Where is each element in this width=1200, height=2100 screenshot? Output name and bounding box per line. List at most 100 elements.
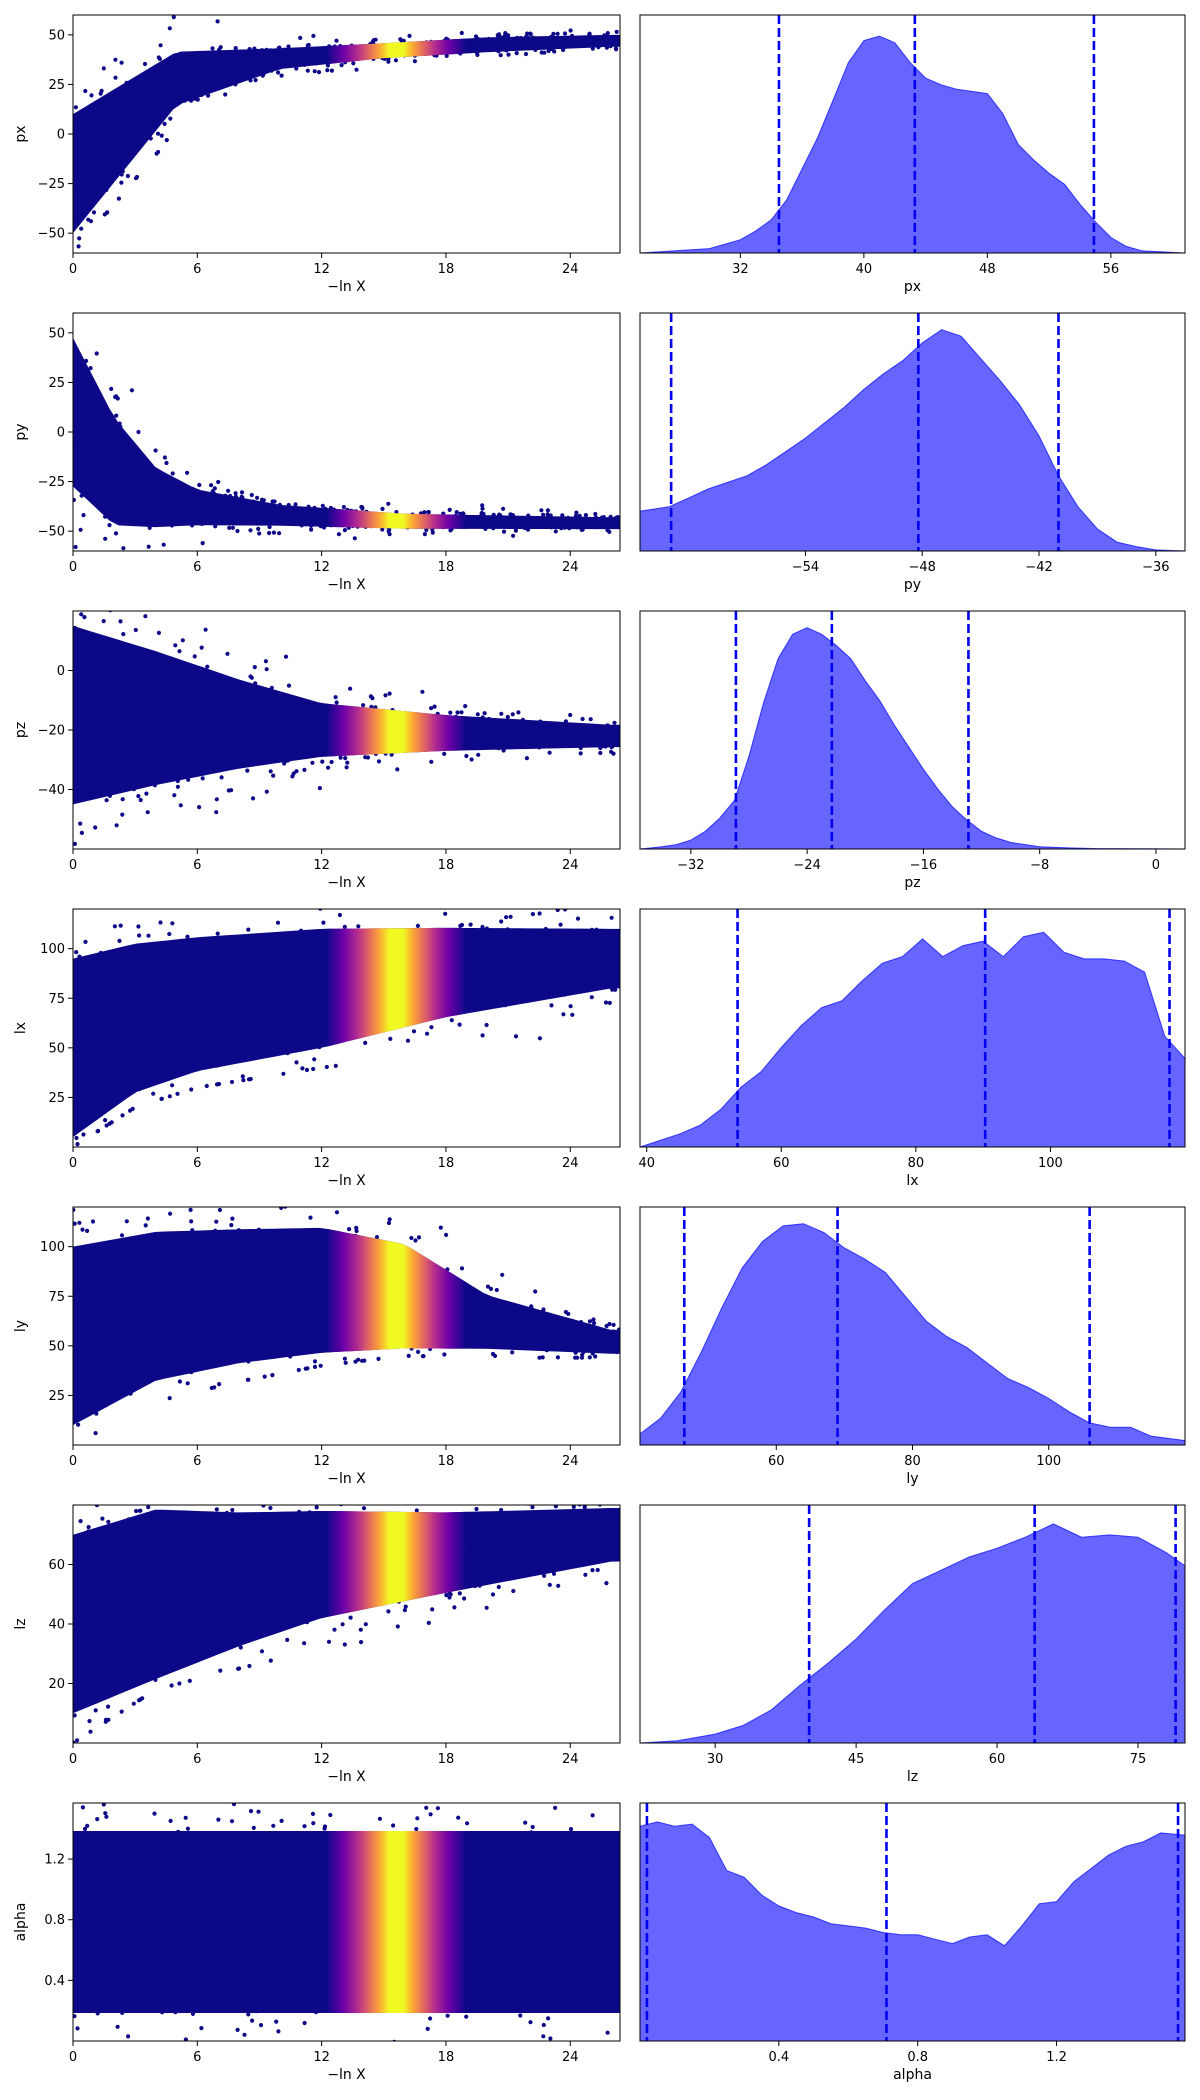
y-tick-label: 25 <box>48 376 65 391</box>
trace-point <box>275 920 281 925</box>
trace-point <box>188 694 193 699</box>
trace-point <box>88 1891 93 1896</box>
trace-point <box>529 1830 534 1835</box>
trace-point <box>468 937 473 942</box>
trace-point <box>473 1302 478 1307</box>
trace-point <box>123 1274 128 1279</box>
trace-point <box>150 85 155 90</box>
trace-point <box>244 51 249 56</box>
trace-point <box>287 508 293 513</box>
trace-point <box>83 88 88 94</box>
trace-point <box>137 1556 142 1562</box>
trace-point <box>310 507 315 512</box>
kde-panel-pz: −32 −24 −16 −8 0pz <box>639 610 1186 891</box>
trace-point <box>140 131 145 136</box>
trace-point <box>174 1550 179 1555</box>
trace-point <box>172 706 178 711</box>
trace-point <box>173 1908 178 1913</box>
trace-point <box>176 1829 181 1834</box>
trace-point <box>257 1531 262 1536</box>
trace-point <box>297 1608 302 1614</box>
trace-point <box>186 1858 191 1863</box>
trace-point <box>196 1853 201 1858</box>
trace-point <box>559 727 564 732</box>
trace-point <box>237 1293 242 1298</box>
trace-point <box>109 386 114 391</box>
trace-point <box>442 1352 447 1357</box>
trace-point <box>79 226 84 231</box>
trace-point <box>144 1569 149 1574</box>
trace-point <box>236 508 241 513</box>
trace-point <box>256 526 261 532</box>
trace-point <box>566 521 571 526</box>
trace-point <box>264 1019 269 1024</box>
trace-point <box>212 62 217 67</box>
trace-point <box>329 759 334 765</box>
trace-point <box>102 653 107 658</box>
trace-point <box>605 2030 610 2035</box>
trace-point <box>194 1525 199 1530</box>
trace-point <box>314 1546 319 1551</box>
trace-point <box>617 735 620 740</box>
trace-point <box>251 1563 256 1568</box>
trace-point <box>221 698 226 703</box>
trace-point <box>244 1937 249 1942</box>
trace-point <box>185 1826 190 1831</box>
trace-point <box>244 1051 250 1056</box>
trace-point <box>487 716 492 722</box>
trace-point <box>458 923 463 929</box>
trace-point <box>486 1877 491 1882</box>
trace-point <box>213 1228 218 1233</box>
trace-point <box>197 482 202 488</box>
trace-point <box>112 1579 117 1584</box>
trace-point <box>153 448 158 453</box>
trace-point <box>560 513 565 518</box>
trace-point <box>291 1038 296 1043</box>
trace-point <box>136 1006 141 1012</box>
trace-point <box>77 954 82 959</box>
trace-point <box>284 1965 289 1970</box>
trace-point <box>588 35 594 40</box>
trace-point <box>184 91 189 96</box>
trace-point <box>286 502 291 508</box>
trace-point <box>160 71 165 76</box>
trace-point <box>523 525 528 531</box>
trace-point <box>257 972 262 977</box>
trace-point <box>305 43 310 48</box>
trace-point <box>144 1553 149 1558</box>
trace-point <box>252 1003 257 1008</box>
trace-point <box>239 1544 244 1549</box>
trace-point <box>309 1542 314 1547</box>
trace-point <box>322 1939 328 1944</box>
trace-point <box>132 105 137 110</box>
trace-point <box>75 1636 80 1642</box>
trace-point <box>97 476 102 481</box>
trace-point <box>510 513 515 518</box>
trace-point <box>138 1553 143 1558</box>
trace-point <box>501 506 506 511</box>
trace-point <box>564 38 569 43</box>
trace-point <box>374 1235 380 1240</box>
x-tick-label: 12 <box>313 858 330 873</box>
trace-point <box>498 513 503 518</box>
trace-point <box>204 752 210 757</box>
trace-point <box>558 40 563 46</box>
trace-point <box>545 1324 550 1329</box>
trace-point <box>583 42 588 48</box>
trace-point <box>118 1326 123 1331</box>
trace-point <box>582 1505 587 1508</box>
trace-point <box>126 1517 131 1522</box>
trace-point <box>285 1027 290 1032</box>
trace-point <box>377 1816 382 1821</box>
trace-point <box>342 1356 347 1361</box>
trace-point <box>266 1911 271 1917</box>
trace-point <box>154 997 160 1002</box>
x-tick-label: 56 <box>1103 262 1120 277</box>
trace-point <box>83 134 88 139</box>
trace-point <box>193 1610 198 1615</box>
trace-point <box>497 1311 502 1317</box>
trace-point <box>268 1505 273 1511</box>
trace-point <box>600 737 605 742</box>
trace-point <box>222 2004 227 2009</box>
